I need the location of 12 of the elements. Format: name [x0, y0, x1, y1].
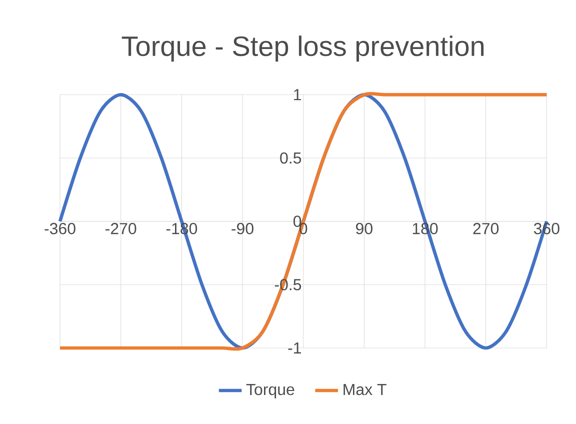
y-tick-label: 0	[293, 216, 302, 227]
x-tick-label: 90	[356, 222, 372, 234]
y-tick-label: -1	[288, 342, 301, 354]
chart-title: Torque - Step loss prevention	[122, 36, 484, 62]
y-tick-label: 0.5	[280, 152, 302, 164]
x-tick-label: -90	[232, 222, 254, 234]
x-tick-label: -360	[44, 222, 76, 234]
x-tick-label: 270	[473, 222, 499, 234]
legend-label: Torque	[246, 384, 294, 398]
x-tick-label: -270	[106, 222, 136, 234]
legend-label: Max T	[344, 384, 386, 396]
y-tick-label: 1	[294, 89, 301, 100]
